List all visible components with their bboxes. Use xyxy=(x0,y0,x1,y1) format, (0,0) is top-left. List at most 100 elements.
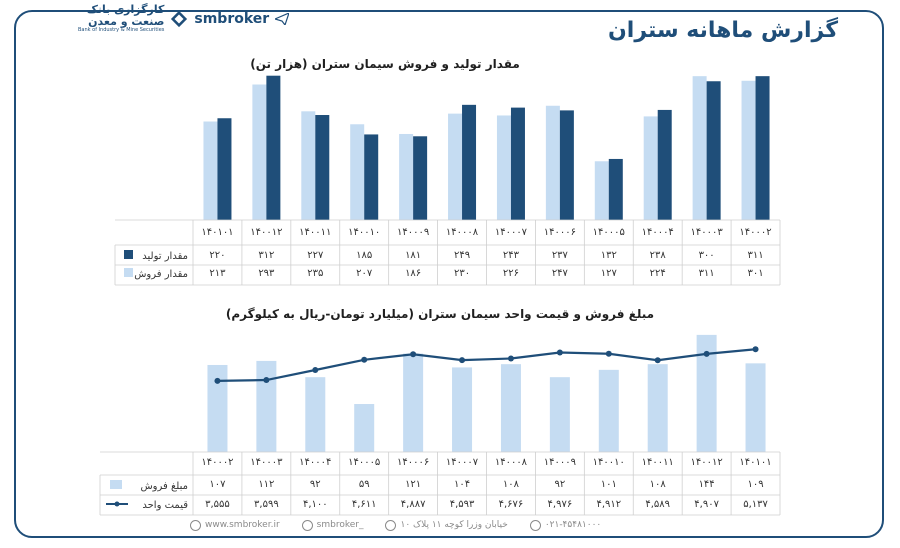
sales-value: ۲۳۵ xyxy=(307,268,323,279)
address-text: خیابان وزرا کوچه ۱۱ پلاک ۱۰ xyxy=(400,520,508,530)
unit-price-value: ۳,۵۹۹ xyxy=(254,499,279,510)
unit-price-point xyxy=(752,346,759,353)
sales-bar xyxy=(252,84,267,220)
production-value: ۲۲۰ xyxy=(209,250,225,261)
amount-bar xyxy=(452,367,473,452)
production-value: ۳۱۲ xyxy=(258,250,274,261)
production-bar xyxy=(413,136,428,220)
legend-swatch-amount xyxy=(110,480,122,489)
sales-bar xyxy=(643,116,658,220)
category-label: ۱۴۰۰۰۷ xyxy=(495,227,528,238)
production-bar xyxy=(462,104,477,220)
address: خیابان وزرا کوچه ۱۱ پلاک ۱۰ xyxy=(385,519,508,531)
brand-name: smbroker xyxy=(194,10,270,27)
chart1-title: مقدار تولید و فروش سیمان ستران (هزار تن) xyxy=(250,57,520,72)
amount-bar xyxy=(354,404,375,452)
unit-price-point xyxy=(459,357,466,364)
amount-value: ۹۲ xyxy=(555,479,566,490)
sales-bar xyxy=(741,80,756,220)
legend-swatch-production xyxy=(124,250,133,259)
unit-price-point xyxy=(214,377,221,384)
unit-price-value: ۴,۵۹۳ xyxy=(450,499,475,510)
category-label: ۱۴۰۰۰۶ xyxy=(544,227,576,238)
amount-value: ۱۲۱ xyxy=(405,479,421,490)
production-bar xyxy=(608,158,623,220)
sales-value: ۳۱۱ xyxy=(699,268,715,279)
legend-label-amount: مبلغ فروش xyxy=(140,481,188,492)
amount-value: ۱۴۴ xyxy=(699,479,715,490)
sales-bar xyxy=(545,105,560,220)
chart2-title: مبلغ فروش و قیمت واحد سیمان ستران (میلیا… xyxy=(226,307,654,322)
amount-value: ۱۱۲ xyxy=(258,479,274,490)
instagram-text: smbroker_ xyxy=(316,520,364,530)
sales-bar xyxy=(692,76,707,220)
website-link[interactable]: www.smbroker.ir xyxy=(190,519,280,531)
sales-bar xyxy=(350,124,365,220)
unit-price-value: ۴,۱۰۰ xyxy=(303,499,328,510)
amount-bar xyxy=(256,360,277,452)
phone: ۰۲۱-۴۵۴۸۱۰۰۰ xyxy=(529,519,602,531)
category-label: ۱۴۰۰۱۱ xyxy=(642,457,674,468)
sales-value: ۲۲۶ xyxy=(503,268,519,279)
category-label: ۱۴۰۰۰۳ xyxy=(691,227,724,238)
production-value: ۲۴۹ xyxy=(454,250,470,261)
production-bar xyxy=(657,109,672,220)
production-bar xyxy=(364,134,379,220)
unit-price-point xyxy=(361,356,368,363)
category-label: ۱۴۰۰۰۲ xyxy=(739,227,771,238)
amount-value: ۱۰۷ xyxy=(209,479,226,490)
production-value: ۱۳۲ xyxy=(601,250,617,261)
unit-price-value: ۴,۹۷۶ xyxy=(548,499,573,510)
amount-bar xyxy=(500,364,521,452)
amount-bar xyxy=(598,369,619,452)
category-label: ۱۴۰۱۰۱ xyxy=(201,227,233,238)
category-label: ۱۴۰۰۰۸ xyxy=(446,227,479,238)
production-value: ۳۱۱ xyxy=(747,250,763,261)
cube-logo-icon xyxy=(171,10,188,27)
sales-bar xyxy=(448,113,463,220)
category-label: ۱۴۰۰۰۵ xyxy=(593,227,625,238)
instagram-link[interactable]: smbroker_ xyxy=(301,519,364,531)
amount-value: ۱۰۸ xyxy=(650,479,667,490)
amount-bar xyxy=(403,353,424,452)
amount-value: ۱۰۱ xyxy=(601,479,617,490)
amount-bar xyxy=(696,334,717,452)
report-frame xyxy=(14,10,884,538)
category-label: ۱۴۰۰۰۳ xyxy=(250,457,283,468)
sales-value: ۲۲۴ xyxy=(650,268,666,279)
category-label: ۱۴۰۰۰۲ xyxy=(201,457,233,468)
sales-bar xyxy=(399,133,414,220)
sales-value: ۲۳۰ xyxy=(454,268,470,279)
production-value: ۳۰۰ xyxy=(699,250,715,261)
sales-value: ۱۸۶ xyxy=(405,268,421,279)
category-label: ۱۴۰۰۱۲ xyxy=(691,457,723,468)
footer: www.smbroker.ir smbroker_ خیابان وزرا کو… xyxy=(190,516,790,534)
production-value: ۱۸۱ xyxy=(405,250,421,261)
amount-bar xyxy=(207,364,228,452)
production-value: ۲۳۷ xyxy=(552,250,569,261)
unit-price-point xyxy=(507,355,514,362)
header-logo: کارگزاری بانک صنعت و معدن Bank of Indust… xyxy=(78,3,290,34)
amount-value: ۱۰۴ xyxy=(454,479,470,490)
production-bar xyxy=(706,81,721,220)
legend-label-production: مقدار تولید xyxy=(142,251,188,262)
unit-price-point xyxy=(312,367,319,373)
unit-price-value: ۳,۵۵۵ xyxy=(205,499,230,510)
location-icon xyxy=(385,519,397,531)
category-label: ۱۴۰۰۰۸ xyxy=(495,457,528,468)
unit-price-point xyxy=(703,350,710,357)
page-title: گزارش ماهانه ستران xyxy=(608,18,838,43)
production-bar xyxy=(755,76,770,220)
category-label: ۱۴۰۰۰۶ xyxy=(397,457,429,468)
unit-price-point xyxy=(263,377,270,384)
bank-name-en: Bank of Industry & Mine Securities xyxy=(78,27,165,34)
category-label: ۱۴۰۰۱۰ xyxy=(593,457,625,468)
legend-swatch-sales xyxy=(124,268,133,277)
instagram-icon xyxy=(301,519,313,531)
category-label: ۱۴۰۰۰۹ xyxy=(544,457,576,468)
production-bar xyxy=(266,75,281,220)
sales-value: ۲۴۷ xyxy=(552,268,569,279)
sales-value: ۱۲۷ xyxy=(601,268,618,279)
phone-text: ۰۲۱-۴۵۴۸۱۰۰۰ xyxy=(544,520,602,530)
